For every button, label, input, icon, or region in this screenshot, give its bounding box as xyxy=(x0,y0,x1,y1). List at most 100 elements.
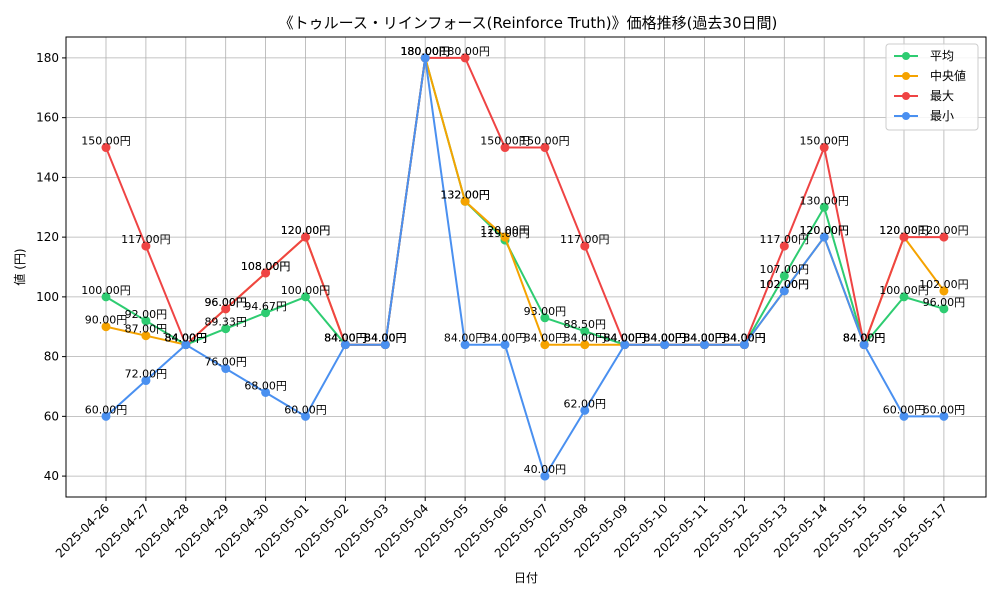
series-3-data-label: 84.00円 xyxy=(324,332,367,345)
legend-entry: 平均 xyxy=(930,49,954,63)
y-tick-label: 80 xyxy=(44,350,59,364)
series-3-data-label: 84.00円 xyxy=(723,332,766,345)
legend-entry: 最小 xyxy=(930,109,954,123)
series-2-data-label: 180.00円 xyxy=(400,45,450,58)
series-3-point xyxy=(660,340,670,350)
plot-frame xyxy=(65,36,987,498)
series-1-point xyxy=(141,331,151,341)
series-1-point xyxy=(580,340,590,350)
y-tick-label: 180 xyxy=(36,51,59,65)
y-tick-label: 120 xyxy=(36,230,59,244)
series-2-data-label: 84.00円 xyxy=(643,332,686,345)
series-3-data-label: 84.00円 xyxy=(643,332,686,345)
series-3-data-label: 84.00円 xyxy=(484,332,527,345)
series-3-data-label: 40.00円 xyxy=(524,463,567,476)
series-0-data-label: 92.00円 xyxy=(125,308,168,321)
series-2-data-label: 150.00円 xyxy=(480,135,530,148)
series-0-data-label: 84.00円 xyxy=(165,332,208,345)
series-3-point xyxy=(380,340,390,350)
series-2-data-label: 120.00円 xyxy=(919,224,969,237)
series-2-data-label: 96.00円 xyxy=(204,296,247,309)
series-1-data-label: 96.00円 xyxy=(204,296,247,309)
series-2-data-label: 117.00円 xyxy=(121,233,171,246)
series-1-point xyxy=(540,340,550,350)
series-2-point xyxy=(261,268,271,278)
series-1-data-label: 84.00円 xyxy=(324,332,367,345)
series-2-point xyxy=(939,232,949,242)
series-2-point xyxy=(500,143,510,153)
series-2-point xyxy=(221,304,231,314)
series-3-point xyxy=(340,340,350,350)
series-1-data-label: 84.00円 xyxy=(564,332,607,345)
series-3-point xyxy=(939,411,949,421)
legend-entry: 中央値 xyxy=(930,68,966,83)
series-0-data-label: 130.00円 xyxy=(799,194,849,207)
series-3-point xyxy=(859,340,869,350)
series-3-data-label: 60.00円 xyxy=(883,403,926,416)
series-1-point xyxy=(101,322,111,332)
series-3-point xyxy=(101,411,111,421)
series-3-data-label: 76.00円 xyxy=(204,356,247,369)
series-0-data-label: 84.00円 xyxy=(364,332,407,345)
series-3-point xyxy=(460,340,470,350)
series-3-data-label: 84.00円 xyxy=(603,332,646,345)
series-2-point xyxy=(540,143,550,153)
series-line-0 xyxy=(105,57,945,347)
series-3-point xyxy=(700,340,709,350)
series-2-data-label: 117.00円 xyxy=(560,233,610,246)
series-0-point xyxy=(939,304,949,314)
series-0-data-label: 96.00円 xyxy=(923,296,966,309)
series-1-data-label: 120.00円 xyxy=(281,224,331,237)
legend-box xyxy=(885,43,979,131)
series-3-point xyxy=(181,340,191,350)
series-0-data-label: 100.00円 xyxy=(281,284,331,297)
legend-marker xyxy=(902,52,910,60)
series-1-data-label: 120.00円 xyxy=(480,224,530,237)
series-2-data-label: 84.00円 xyxy=(723,332,766,345)
series-2-point xyxy=(301,232,310,242)
series-0-point xyxy=(779,271,789,281)
series-2-data-label: 84.00円 xyxy=(603,332,646,345)
series-2-point xyxy=(779,241,789,251)
series-3-data-label: 84.00円 xyxy=(165,332,208,345)
series-0-data-label: 107.00円 xyxy=(760,263,810,276)
series-2-data-label: 117.00円 xyxy=(760,233,810,246)
series-0-data-label: 84.00円 xyxy=(683,332,726,345)
series-0-data-label: 100.00円 xyxy=(879,284,929,297)
series-3-point xyxy=(620,340,630,350)
series-2-data-label: 84.00円 xyxy=(683,332,726,345)
series-0-data-label: 132.00円 xyxy=(440,188,490,201)
series-1-data-label: 102.00円 xyxy=(919,278,969,291)
series-2-data-label: 150.00円 xyxy=(799,135,849,148)
series-2-data-label: 84.00円 xyxy=(165,332,208,345)
legend-entry: 最大 xyxy=(930,89,954,103)
series-2-data-label: 108.00円 xyxy=(241,260,291,273)
series-2-data-label: 150.00円 xyxy=(81,135,131,148)
series-3-point xyxy=(580,405,590,415)
series-3-data-label: 68.00円 xyxy=(244,379,287,392)
series-lines xyxy=(101,53,949,481)
series-0-point xyxy=(301,292,310,302)
y-tick-label: 40 xyxy=(44,469,59,483)
series-3-data-label: 60.00円 xyxy=(284,403,327,416)
legend-marker xyxy=(902,92,910,100)
series-0-data-label: 84.00円 xyxy=(643,332,686,345)
series-2-data-label: 150.00円 xyxy=(520,135,570,148)
series-1-point xyxy=(500,232,510,242)
series-3-data-label: 72.00円 xyxy=(125,368,168,381)
series-1-data-label: 84.00円 xyxy=(723,332,766,345)
series-0-data-label: 93.00円 xyxy=(524,305,567,318)
legend-marker xyxy=(902,112,910,120)
series-1-data-label: 84.00円 xyxy=(603,332,646,345)
series-3-point xyxy=(540,471,550,481)
series-0-data-label: 119.00円 xyxy=(480,227,530,240)
series-3-data-label: 84.00円 xyxy=(683,332,726,345)
series-3-data-label: 62.00円 xyxy=(564,397,607,410)
series-3-point xyxy=(301,411,310,421)
series-0-data-label: 100.00円 xyxy=(81,284,131,297)
series-1-data-label: 132.00円 xyxy=(440,188,490,201)
y-tick-label: 100 xyxy=(36,290,59,304)
series-1-data-label: 84.00円 xyxy=(643,332,686,345)
series-1-data-label: 90.00円 xyxy=(85,314,128,327)
series-3-data-label: 84.00円 xyxy=(444,332,487,345)
